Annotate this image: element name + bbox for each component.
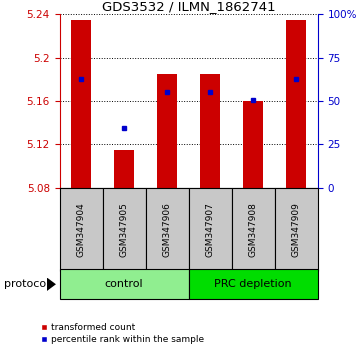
Bar <box>287 19 306 188</box>
Bar <box>200 74 220 188</box>
Bar <box>188 269 318 299</box>
Bar <box>60 269 188 299</box>
Text: GSM347904: GSM347904 <box>77 202 86 257</box>
Bar <box>114 150 134 188</box>
Title: GDS3532 / ILMN_1862741: GDS3532 / ILMN_1862741 <box>102 0 275 13</box>
Text: GSM347909: GSM347909 <box>292 202 301 257</box>
Text: protocol: protocol <box>4 279 49 289</box>
Text: control: control <box>105 279 143 289</box>
Text: GSM347906: GSM347906 <box>162 202 171 257</box>
Text: GSM347908: GSM347908 <box>249 202 258 257</box>
Bar <box>243 101 263 188</box>
Bar <box>232 188 275 271</box>
Polygon shape <box>47 278 56 291</box>
Legend: transformed count, percentile rank within the sample: transformed count, percentile rank withi… <box>37 320 208 348</box>
Bar <box>188 188 232 271</box>
Text: PRC depletion: PRC depletion <box>214 279 292 289</box>
Bar <box>103 188 145 271</box>
Text: GSM347905: GSM347905 <box>119 202 129 257</box>
Bar <box>71 19 91 188</box>
Text: GSM347907: GSM347907 <box>206 202 215 257</box>
Bar <box>275 188 318 271</box>
Bar <box>157 74 177 188</box>
Bar <box>145 188 188 271</box>
Bar <box>60 188 103 271</box>
